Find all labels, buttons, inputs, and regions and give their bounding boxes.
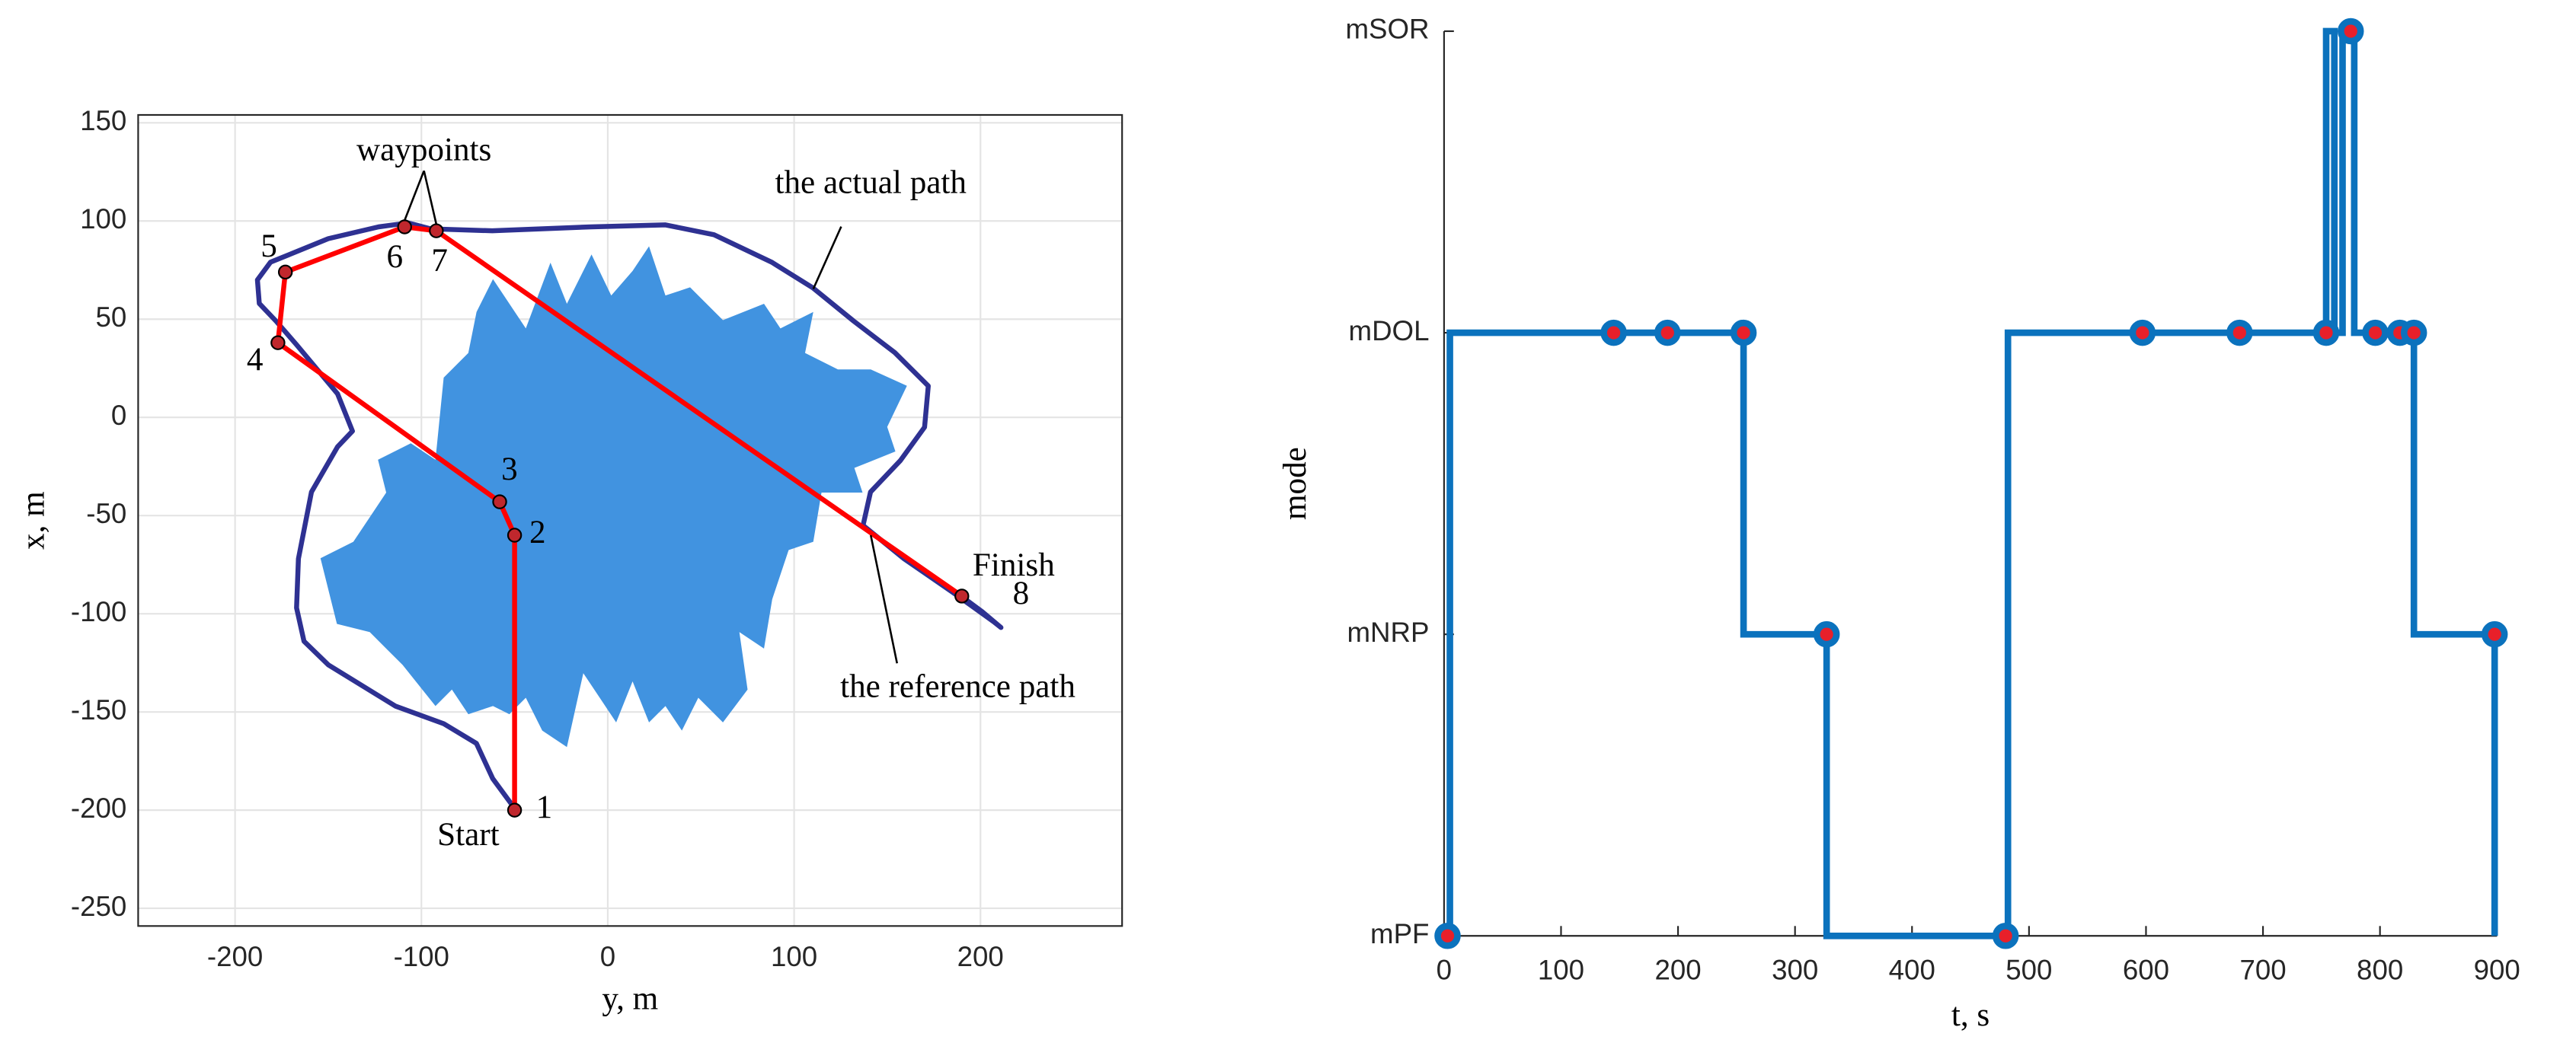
waypoint-label: 5 [260,228,277,264]
y-tick-label: 0 [111,400,126,431]
x-tick-label: 200 [1654,954,1701,985]
annotation: Finish [973,547,1055,583]
mode-marker [2129,319,2156,346]
waypoint [277,264,293,280]
waypoint [397,219,412,234]
x-tick-label: 100 [1538,954,1584,985]
x-tick-label: 700 [2239,954,2286,985]
mode-chart: 0 100 200 300 400 500 600 700 800 900 mPF mNRP mDOL m… [1277,14,2520,1033]
leader-line [812,226,842,290]
y-tick-label: -100 [71,596,126,627]
path-chart: -200 -100 0 100 200 -250 -200 -150 -100 -50 0 50 100… [16,105,1123,1016]
waypoint-label: 2 [529,515,546,550]
mode-marker [2481,620,2508,648]
waypoint [429,223,444,238]
waypoint-label: 1 [536,789,553,825]
y-axis-label: x, m [16,491,52,550]
waypoint [507,802,523,818]
leader-line [404,170,425,221]
x-axis-label: t, s [1951,997,1990,1033]
y-tick-label: mNRP [1347,617,1430,648]
mode-marker [1813,620,1840,648]
y-tick-label: -200 [71,793,126,824]
waypoint [954,589,970,604]
x-tick-label: 500 [2006,954,2052,985]
x-tick-label: 200 [957,941,1004,972]
y-tick-label: 50 [96,301,127,333]
leader-line [869,534,898,664]
mode-marker [1992,923,2019,949]
mode-marker [2226,319,2253,346]
mode-marker [1730,319,1757,346]
annotation: Start [437,817,499,853]
x-tick-label: 400 [1889,954,1935,985]
y-tick-label: 100 [80,203,126,234]
waypoint-label: 6 [387,239,404,275]
y-tick-label: -150 [71,694,126,726]
series-label: the actual path [775,165,966,201]
mode-marker [2312,319,2340,346]
mode-marker [2400,319,2427,346]
y-tick-label: mDOL [1349,315,1430,346]
mode-marker [1434,923,1461,949]
waypoint-label: 8 [1013,576,1030,611]
y-tick-label: -250 [71,891,126,922]
waypoint-label: 4 [247,342,264,378]
waypoint [507,528,523,543]
x-tick-label: 900 [2474,954,2520,985]
y-axis-label: mode [1277,447,1313,520]
y-tick-label: mSOR [1345,14,1429,45]
x-tick-label: 300 [1772,954,1818,985]
annotation: waypoints [356,132,491,167]
waypoint [270,335,286,350]
plot-frame [137,113,1123,927]
waypoint [492,494,507,509]
mode-marker [2338,18,2364,45]
obstacle [320,246,907,748]
mode-marker [1600,319,1627,346]
x-tick-label: 0 [1437,954,1452,985]
mode-marker [1654,319,1681,346]
x-tick-label: 600 [2123,954,2169,985]
x-tick-label: -200 [207,941,263,972]
x-axis-label: y, m [602,981,658,1016]
x-tick-label: 0 [600,941,615,972]
waypoint-label: 7 [431,243,448,279]
x-tick-label: 800 [2357,954,2403,985]
x-tick-label: 100 [771,941,817,972]
y-tick-label: -50 [86,498,126,529]
leader-line [423,170,438,225]
mode-marker [2362,319,2389,346]
series-label: the reference path [840,669,1075,705]
y-tick-label: mPF [1370,918,1429,949]
x-tick-label: -100 [394,941,449,972]
y-tick-label: 150 [80,105,126,136]
waypoint-label: 3 [501,451,518,487]
